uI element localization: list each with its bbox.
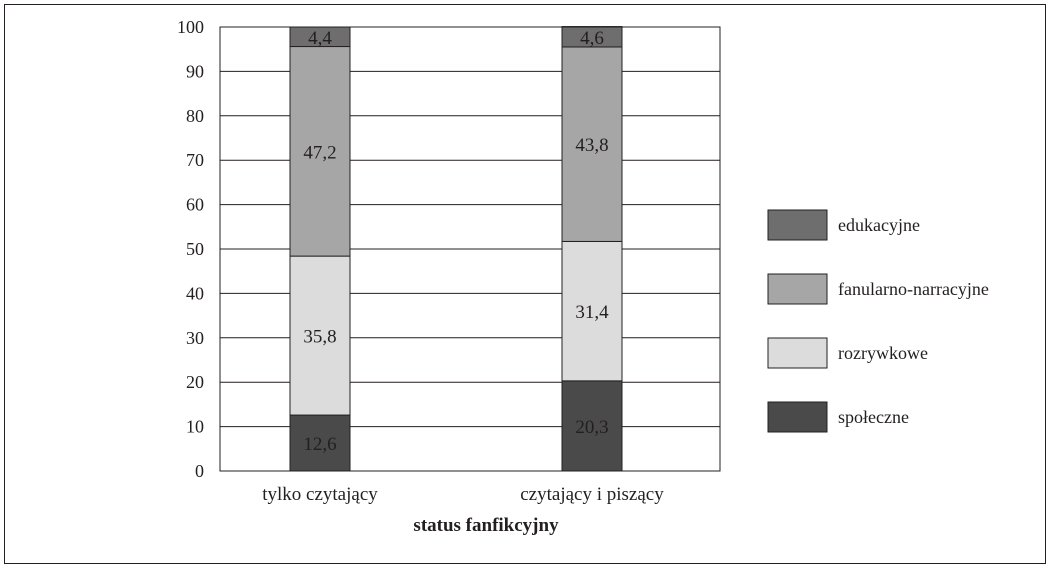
x-category-label: tylko czytający	[262, 484, 378, 505]
bar-segment	[289, 255, 351, 416]
x-axis-categories: tylko czytający czytający i piszący	[262, 484, 664, 505]
legend-label: fanularno-narracyjne	[838, 279, 989, 299]
y-tick-label: 50	[186, 239, 204, 259]
legend-swatch	[767, 401, 828, 433]
y-tick-label: 10	[186, 417, 204, 437]
data-label: 4,4	[308, 28, 332, 49]
legend-swatch	[767, 273, 828, 305]
y-tick-label: 60	[186, 195, 204, 215]
y-tick-label: 70	[186, 150, 204, 170]
data-label: 31,4	[575, 302, 609, 323]
plot-area-border	[219, 26, 721, 472]
y-tick-label: 100	[177, 17, 204, 37]
data-label: 20,3	[575, 417, 608, 438]
stacked-bar-chart: 0 10 20 30 40 50 60 70 80 90 100 12,6 35,8 47,2 4,4 20…	[177, 17, 989, 536]
bar-segment	[561, 380, 623, 472]
bar-segment	[561, 240, 623, 382]
bar-stacks: 12,6 35,8 47,2 4,4 20,3 31,4 43,8 4,6	[289, 26, 623, 472]
data-label: 43,8	[575, 135, 608, 156]
data-label: 4,6	[580, 28, 604, 49]
bar-segment	[561, 46, 623, 242]
legend-label: edukacyjne	[838, 215, 920, 235]
legend-label: społeczne	[838, 407, 909, 427]
y-tick-label: 0	[195, 461, 204, 481]
y-tick-label: 30	[186, 328, 204, 348]
y-tick-label: 80	[186, 106, 204, 126]
y-tick-label: 40	[186, 283, 204, 303]
legend-swatch	[767, 209, 828, 241]
y-tick-label: 90	[186, 61, 204, 81]
legend-label: rozrywkowe	[838, 343, 928, 363]
data-label: 47,2	[303, 142, 336, 163]
bar-segment	[289, 414, 351, 472]
y-axis-ticks: 0 10 20 30 40 50 60 70 80 90 100	[177, 17, 204, 481]
legend: edukacyjne fanularno-narracyjne rozrywkowe…	[767, 209, 989, 433]
data-label: 12,6	[303, 434, 336, 455]
x-axis-title: status fanfikcyjny	[413, 515, 559, 536]
y-tick-label: 20	[186, 372, 204, 392]
legend-swatch	[767, 337, 828, 369]
x-category-label: czytający i piszący	[520, 484, 664, 505]
data-label: 35,8	[303, 327, 336, 348]
